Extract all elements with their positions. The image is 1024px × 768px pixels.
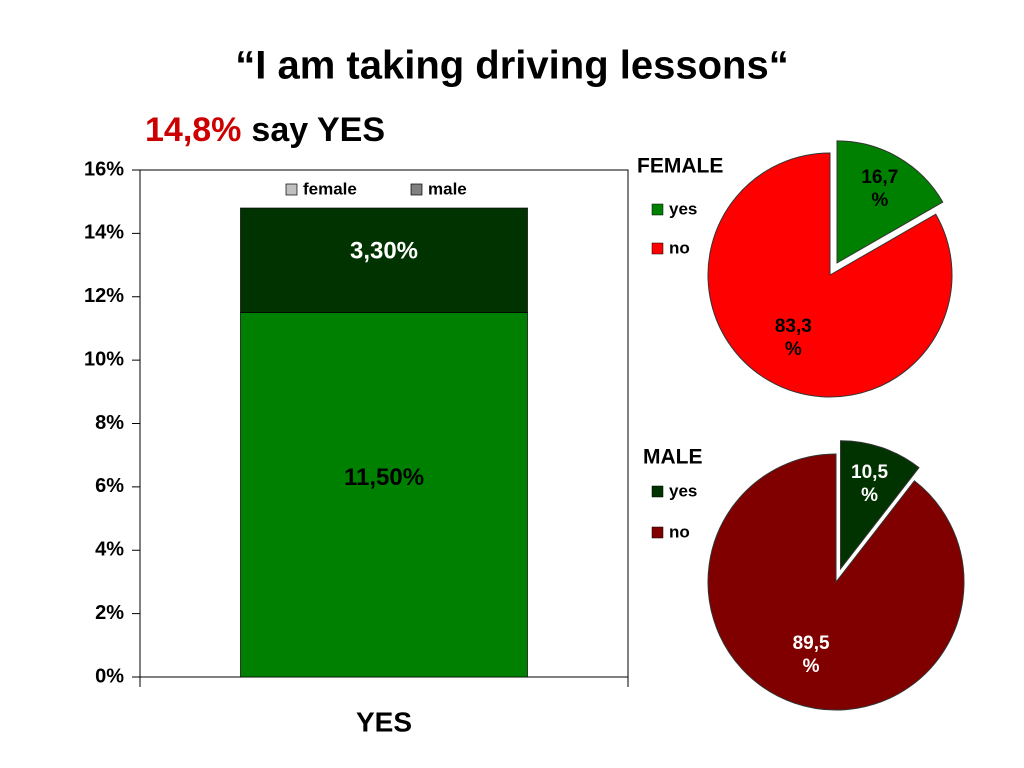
bar-value-label: 11,50% [344,464,424,491]
y-tick-label: 14% [84,222,124,244]
pie-slice [836,140,944,264]
pie-slice [707,453,965,711]
y-tick-label: 2% [95,602,124,624]
y-tick-label: 12% [84,285,124,307]
subtitle-highlight: 14,8% [145,111,241,149]
pie-value-label: 10,5 % [851,461,889,506]
legend-swatch [651,203,664,216]
pie-value-label: 16,7 % [861,166,899,211]
bar-segment [240,207,528,313]
y-tick-label: 4% [95,539,124,561]
bar-value-label: 3,30% [350,238,418,265]
legend-label: yes [669,199,697,218]
legend-swatch [285,183,298,196]
pie-title: MALE [643,446,703,469]
legend-label: male [428,179,467,198]
y-tick-label: 10% [84,348,124,370]
pie-title: FEMALE [637,155,723,178]
legend-swatch [651,485,664,498]
pie-value-label: 89,5 % [792,632,830,677]
slide-title: “I am taking driving lessons“ [235,44,788,88]
legend-label: no [669,522,690,541]
legend-swatch [410,183,423,196]
legend-label: no [669,238,690,257]
y-tick-label: 8% [95,412,124,434]
legend-label: yes [669,481,697,500]
pie-slice [707,152,953,398]
subtitle-text: say YES [251,111,385,149]
x-tick-label: YES [356,706,412,737]
pie-value-label: 83,3 % [774,316,812,361]
legend-label: female [303,179,357,198]
legend-swatch [651,242,664,255]
legend-swatch [651,526,664,539]
y-tick-label: 16% [84,158,124,180]
bar-segment [240,312,528,678]
pie-slice [840,440,920,571]
y-tick-label: 6% [95,475,124,497]
subtitle: 14,8% say YES [145,111,385,149]
y-tick-label: 0% [95,665,124,687]
